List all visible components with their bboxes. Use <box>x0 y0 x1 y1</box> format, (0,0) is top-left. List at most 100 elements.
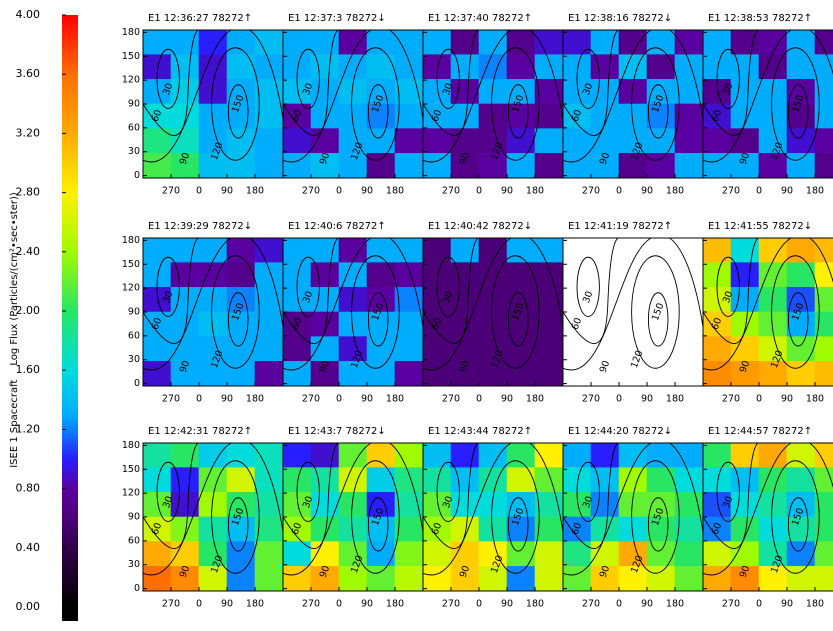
contour-line <box>143 238 283 371</box>
flux-cell <box>254 541 283 567</box>
flux-cell <box>170 287 200 313</box>
contour-line <box>211 255 260 369</box>
y-tick-label: 0 <box>134 170 140 181</box>
contour-line <box>351 255 400 369</box>
flux-cell <box>283 566 312 591</box>
contour-line <box>491 47 540 161</box>
panel-title: E1 12:43:44 78272↑ <box>428 426 532 437</box>
flux-cell <box>198 336 228 362</box>
flux-cell <box>646 153 676 178</box>
flux-cell <box>814 30 833 55</box>
contour-label: 30 <box>301 290 315 305</box>
colorbar-tick-label: 3.20 <box>16 126 41 139</box>
x-tick-label: 0 <box>336 394 342 405</box>
flux-cell <box>618 541 648 567</box>
y-tick-label: 150 <box>122 259 140 270</box>
contour-line <box>143 443 283 576</box>
flux-cell <box>478 128 508 154</box>
flux-cell <box>310 30 340 55</box>
flux-cell <box>786 541 816 567</box>
x-tick-label: 90 <box>781 394 793 405</box>
flux-cell <box>226 311 256 337</box>
flux-cell <box>338 361 368 386</box>
flux-cell <box>786 311 816 337</box>
x-tick-label: 180 <box>246 186 264 197</box>
x-tick-label: 270 <box>162 394 180 405</box>
flux-cell <box>730 128 760 154</box>
contour-line <box>703 443 762 549</box>
flux-cell <box>563 128 592 154</box>
contour-line <box>703 443 833 576</box>
flux-cell <box>786 262 816 288</box>
flux-cell <box>786 467 816 493</box>
flux-cell <box>310 79 340 105</box>
flux-cell <box>534 361 563 386</box>
contour-line <box>211 47 260 161</box>
flux-cell <box>758 443 788 468</box>
y-tick-label: 90 <box>128 99 140 110</box>
contour-line <box>436 256 460 317</box>
flux-cell <box>143 566 172 591</box>
flux-cell <box>590 30 620 55</box>
flux-cell <box>450 30 480 55</box>
colorbar-tick-label: 0.80 <box>16 482 41 495</box>
contour-line <box>211 460 260 574</box>
flux-cell <box>730 361 760 386</box>
flux-cell <box>590 492 620 518</box>
y-tick-label: 30 <box>128 354 140 365</box>
flux-cell <box>590 443 620 468</box>
flux-cell <box>786 516 816 542</box>
flux-cell <box>814 54 833 80</box>
contour-line <box>423 30 563 163</box>
flux-cell <box>170 492 200 518</box>
flux-cell <box>478 541 508 567</box>
flux-cell <box>814 153 833 178</box>
contour-label: 90 <box>598 151 612 166</box>
colorbar-tick-label: 2.40 <box>16 245 41 258</box>
flux-cell <box>506 128 536 154</box>
x-tick-label: 0 <box>336 186 342 197</box>
flux-cell <box>254 467 283 493</box>
flux-cell <box>254 361 283 386</box>
flux-cell <box>170 103 200 129</box>
flux-cell <box>310 262 340 288</box>
x-tick-label: 0 <box>756 599 762 610</box>
flux-cell <box>310 128 340 154</box>
contour-label: 90 <box>738 359 752 374</box>
x-tick-label: 270 <box>722 599 740 610</box>
contour-label: 30 <box>721 495 735 510</box>
contour-label: 90 <box>738 151 752 166</box>
flux-cell <box>394 128 423 154</box>
flux-cell <box>170 153 200 178</box>
contour-line <box>351 460 400 574</box>
flux-cell <box>814 566 833 591</box>
flux-cell <box>814 443 833 468</box>
panel-title: E1 12:41:19 78272↑ <box>568 221 672 232</box>
contour-line <box>227 497 249 552</box>
panel-title: E1 12:40:6 78272↑ <box>288 221 386 232</box>
flux-cell <box>506 238 536 263</box>
flux-cell <box>506 541 536 567</box>
flux-cell <box>674 566 703 591</box>
flux-cell <box>563 541 592 567</box>
flux-cell <box>646 541 676 567</box>
contour-label: 90 <box>738 564 752 579</box>
flux-cell <box>534 54 563 80</box>
flux-cell <box>450 262 480 288</box>
x-tick-label: 90 <box>501 599 513 610</box>
colorbar-label: ISEE 1 Spacecraft Log Flux (Particles/(cm… <box>9 192 20 468</box>
contour-label: 30 <box>441 495 455 510</box>
flux-cell <box>254 30 283 55</box>
x-tick-label: 270 <box>162 186 180 197</box>
flux-cell <box>338 336 368 362</box>
contour-label: 30 <box>161 495 175 510</box>
contour-label: 60 <box>570 521 584 536</box>
contour-line <box>296 48 320 109</box>
flux-cell <box>730 153 760 178</box>
flux-cell <box>226 467 256 493</box>
flux-cell <box>478 336 508 362</box>
